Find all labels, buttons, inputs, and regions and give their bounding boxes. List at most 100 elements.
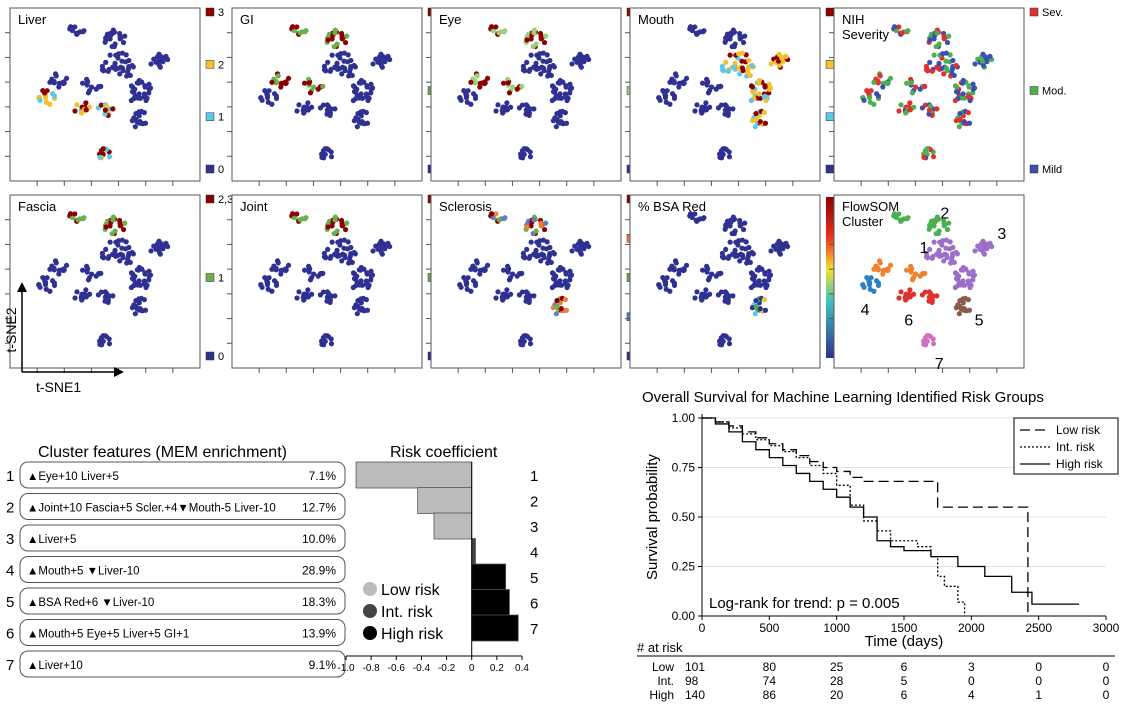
tsne-point bbox=[342, 226, 349, 233]
tsne-point bbox=[538, 223, 544, 229]
tsne-point bbox=[136, 77, 142, 84]
tsne-point bbox=[329, 239, 335, 245]
tsne-point bbox=[301, 80, 308, 86]
tsne-point bbox=[339, 36, 345, 42]
tsne-point bbox=[142, 120, 149, 126]
tsne-point bbox=[532, 252, 538, 258]
tsne-point bbox=[930, 154, 937, 160]
tsne-point bbox=[680, 267, 687, 274]
tsne-point bbox=[40, 274, 46, 281]
tsne-point bbox=[552, 89, 558, 95]
tsne-point bbox=[112, 247, 118, 253]
at-risk-row-label: Int. bbox=[657, 674, 674, 688]
tsne-point bbox=[275, 73, 281, 79]
tsne-point bbox=[72, 295, 78, 301]
feature-text: ▲BSA Red+6 ▼Liver-10 bbox=[27, 597, 154, 609]
tsne-point bbox=[709, 271, 715, 277]
tsne-point bbox=[119, 245, 125, 251]
tsne-point bbox=[324, 298, 330, 304]
tsne-point bbox=[333, 65, 339, 71]
tsne-point bbox=[871, 288, 877, 294]
survival-y-label: Survival probability bbox=[644, 454, 661, 580]
tsne-point bbox=[495, 102, 501, 108]
tsne-point bbox=[877, 73, 883, 79]
tsne-point bbox=[531, 30, 537, 36]
tsne-point bbox=[328, 154, 335, 160]
colorbar-tick: Sev. bbox=[1042, 7, 1063, 19]
tsne-point bbox=[748, 284, 754, 291]
tsne-point bbox=[100, 146, 106, 152]
tsne-point bbox=[477, 271, 483, 277]
tsne-point bbox=[481, 267, 488, 274]
tsne-point bbox=[871, 101, 877, 107]
tsne-point bbox=[762, 307, 769, 313]
tsne-point bbox=[311, 271, 317, 277]
tsne-point bbox=[563, 307, 570, 313]
tsne-point bbox=[577, 62, 583, 68]
tsne-point bbox=[117, 258, 123, 264]
tsne-point bbox=[880, 271, 886, 277]
tsne-point bbox=[354, 124, 360, 130]
legend-swatch bbox=[1029, 164, 1039, 174]
tsne-point bbox=[136, 278, 142, 284]
tsne-point bbox=[488, 211, 495, 217]
tsne-point bbox=[117, 71, 123, 77]
tsne-point bbox=[935, 252, 941, 258]
legend-swatch bbox=[205, 164, 215, 174]
tsne-point bbox=[941, 258, 947, 264]
tsne-point bbox=[562, 281, 568, 287]
tsne-point bbox=[72, 108, 78, 114]
tsne-point bbox=[762, 271, 768, 277]
tsne-point bbox=[972, 248, 978, 254]
tsne-point bbox=[311, 84, 317, 90]
tsne-point bbox=[694, 102, 700, 108]
tsne-point bbox=[107, 52, 113, 58]
tsne-point bbox=[776, 62, 782, 68]
tsne-point bbox=[341, 65, 348, 71]
tsne-point bbox=[943, 65, 950, 71]
legend-swatch bbox=[205, 60, 215, 69]
tsne-panel: % BSA Red916845230 bbox=[625, 194, 850, 373]
tsne-point bbox=[271, 91, 278, 97]
tsne-point bbox=[354, 311, 360, 317]
tsne-point bbox=[357, 95, 363, 101]
panel-label: Fascia bbox=[18, 199, 57, 214]
tsne-point bbox=[899, 217, 905, 223]
tsne-point bbox=[97, 341, 103, 347]
tsne-point bbox=[103, 37, 109, 43]
tsne-point bbox=[98, 83, 104, 89]
tsne-point bbox=[355, 116, 361, 123]
tsne-point bbox=[953, 62, 959, 69]
tsne-point bbox=[385, 53, 391, 59]
tsne-point bbox=[328, 341, 335, 347]
tsne-point bbox=[339, 223, 345, 229]
tsne-point bbox=[112, 41, 118, 47]
tsne-point bbox=[941, 36, 947, 42]
tsne-point bbox=[757, 306, 763, 312]
tsne-point bbox=[549, 97, 555, 104]
tsne-point bbox=[695, 30, 701, 36]
tsne-point bbox=[987, 240, 993, 246]
tsne-point bbox=[871, 266, 877, 272]
tsne-point bbox=[53, 260, 59, 266]
tsne-point bbox=[148, 248, 154, 254]
tsne-point bbox=[105, 68, 111, 74]
tsne-point bbox=[779, 242, 785, 248]
risk-bar bbox=[471, 614, 519, 642]
tsne-point bbox=[959, 282, 965, 288]
tsne-point bbox=[552, 276, 558, 282]
tsne-point bbox=[866, 282, 873, 288]
tsne-point bbox=[934, 30, 940, 36]
tsne-point bbox=[67, 211, 74, 217]
tsne-point bbox=[262, 87, 268, 94]
tsne-point bbox=[119, 58, 125, 64]
tsne-point bbox=[546, 253, 552, 259]
tsne-point bbox=[756, 278, 762, 284]
tsne-point bbox=[944, 226, 951, 233]
tsne-point bbox=[934, 106, 940, 112]
feature-row-number: 7 bbox=[6, 657, 14, 674]
tsne-point bbox=[941, 71, 947, 77]
feature-pct: 13.9% bbox=[302, 627, 336, 641]
survival-y-tick: 0.00 bbox=[672, 609, 696, 623]
